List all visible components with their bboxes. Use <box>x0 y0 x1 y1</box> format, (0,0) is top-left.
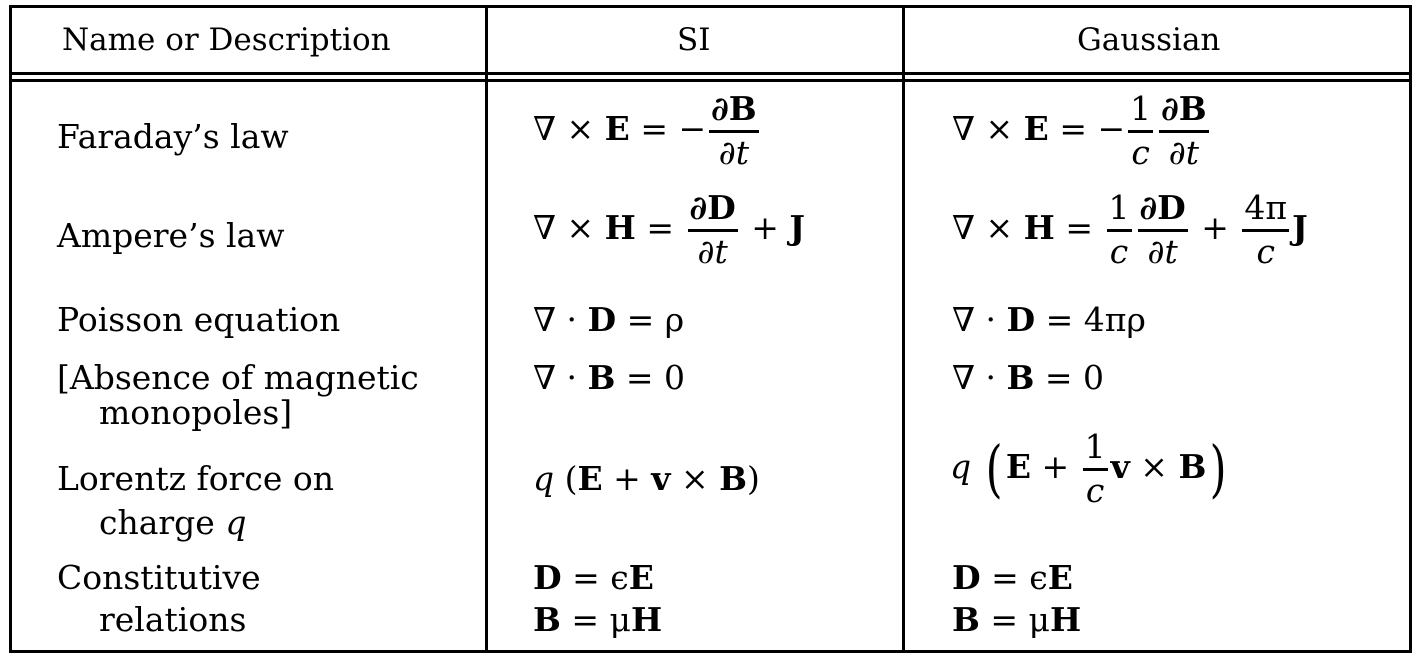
label-poisson: Poisson equation <box>57 300 341 339</box>
formula-faraday-gaussian: ∇ × E = −1 c ∂B ∂t <box>952 89 1209 172</box>
formula-constitutive-si-b: B = μH <box>533 600 663 639</box>
header-rule-top <box>9 72 1412 75</box>
column-divider-1 <box>485 5 488 653</box>
fraction: ∂B ∂t <box>709 89 759 172</box>
formula-ampere-si: ∇ × H = ∂D ∂t + J <box>533 188 806 271</box>
formula-monopoles-si: ∇ · B = 0 <box>533 358 686 397</box>
label-constitutive-line2: relations <box>99 600 247 639</box>
header-gaussian: Gaussian <box>1077 22 1221 58</box>
header-rule-bottom <box>9 79 1412 82</box>
table-border-top <box>9 5 1412 8</box>
formula-constitutive-gaussian-b: B = μH <box>952 600 1082 639</box>
formula-ampere-gaussian: ∇ × H = 1 c ∂D ∂t + 4π c J <box>952 188 1308 271</box>
fraction: ∂D ∂t <box>1137 188 1188 271</box>
formula-lorentz-si: q (E + v × B) <box>533 459 760 498</box>
fraction: ∂B ∂t <box>1159 89 1209 172</box>
formula-faraday-si: ∇ × E = − ∂B ∂t <box>533 89 759 172</box>
fraction: 4π c <box>1242 188 1290 271</box>
label-monopoles-line2: monopoles] <box>99 393 293 432</box>
formula-constitutive-gaussian-d: D = ϵE <box>952 558 1073 597</box>
label-ampere: Ampere’s law <box>57 216 285 255</box>
formula-poisson-gaussian: ∇ · D = 4πρ <box>952 300 1146 339</box>
formula-poisson-si: ∇ · D = ρ <box>533 300 685 339</box>
header-si: SI <box>677 22 711 58</box>
label-constitutive-line1: Constitutive <box>57 558 261 597</box>
formula-monopoles-gaussian: ∇ · B = 0 <box>952 358 1105 397</box>
column-divider-2 <box>902 5 905 653</box>
table-border-bottom <box>9 650 1412 653</box>
label-lorentz-line1: Lorentz force on <box>57 459 334 498</box>
label-faraday: Faraday’s law <box>57 117 289 156</box>
fraction: ∂D ∂t <box>687 188 738 271</box>
label-monopoles-line1: [Absence of magnetic <box>57 358 419 397</box>
formula-constitutive-si-d: D = ϵE <box>533 558 654 597</box>
table-border-right <box>1409 5 1412 653</box>
label-lorentz-line2: charge q <box>99 503 247 542</box>
header-description: Name or Description <box>62 22 391 58</box>
table-border-left <box>9 5 12 653</box>
